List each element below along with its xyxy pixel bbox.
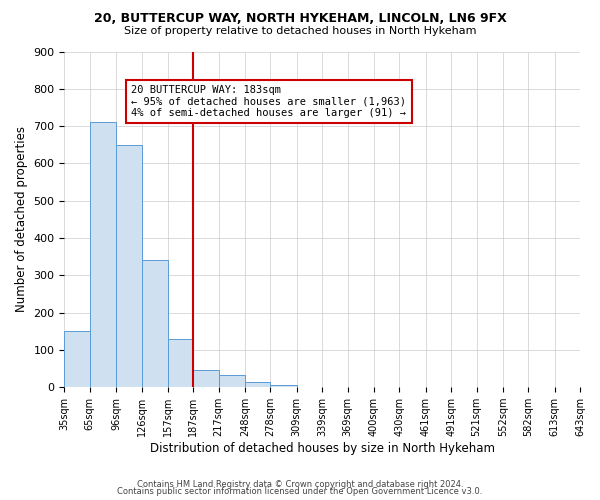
X-axis label: Distribution of detached houses by size in North Hykeham: Distribution of detached houses by size … xyxy=(150,442,495,455)
Text: Contains public sector information licensed under the Open Government Licence v3: Contains public sector information licen… xyxy=(118,487,482,496)
Text: 20, BUTTERCUP WAY, NORTH HYKEHAM, LINCOLN, LN6 9FX: 20, BUTTERCUP WAY, NORTH HYKEHAM, LINCOL… xyxy=(94,12,506,26)
Bar xyxy=(193,370,219,387)
Bar xyxy=(168,338,193,387)
Text: Size of property relative to detached houses in North Hykeham: Size of property relative to detached ho… xyxy=(124,26,476,36)
Text: 20 BUTTERCUP WAY: 183sqm
← 95% of detached houses are smaller (1,963)
4% of semi: 20 BUTTERCUP WAY: 183sqm ← 95% of detach… xyxy=(131,85,406,118)
Bar xyxy=(271,386,297,387)
Bar xyxy=(219,376,245,387)
Bar xyxy=(245,382,271,387)
Text: Contains HM Land Registry data © Crown copyright and database right 2024.: Contains HM Land Registry data © Crown c… xyxy=(137,480,463,489)
Y-axis label: Number of detached properties: Number of detached properties xyxy=(15,126,28,312)
Bar xyxy=(64,332,90,387)
Bar xyxy=(90,122,116,387)
Bar xyxy=(116,145,142,387)
Bar xyxy=(142,260,168,387)
